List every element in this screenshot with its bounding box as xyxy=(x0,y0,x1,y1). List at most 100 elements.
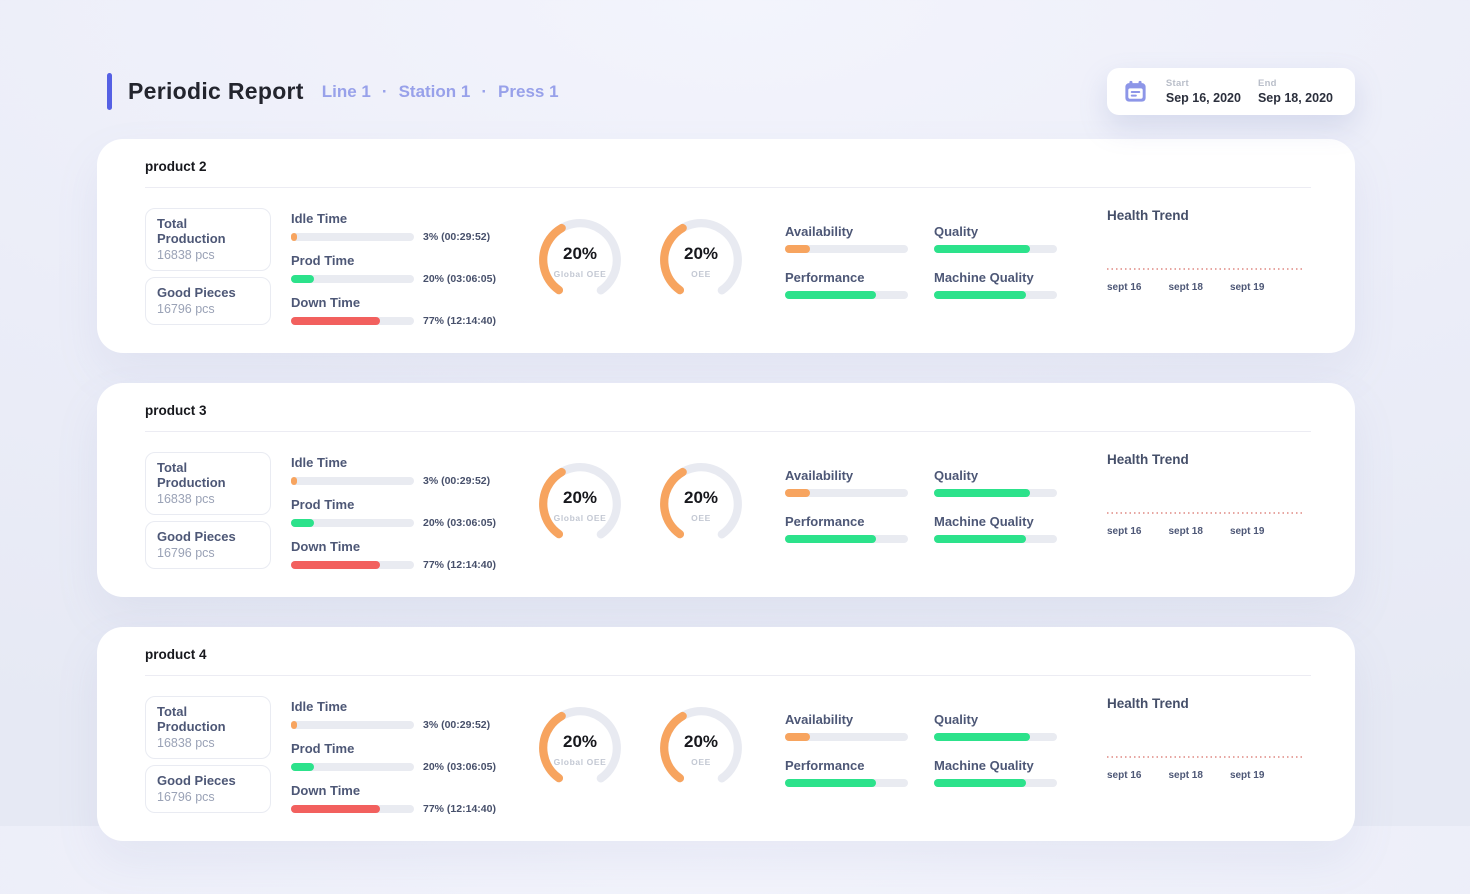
progress-bar-track xyxy=(291,805,414,813)
progress-bar-fill xyxy=(785,535,877,543)
date-start[interactable]: Start Sep 16, 2020 xyxy=(1166,78,1241,105)
gauge-ring-icon xyxy=(660,463,742,545)
progress-bar-track xyxy=(291,233,414,241)
progress-bar-fill xyxy=(291,233,298,241)
breadcrumb-separator: · xyxy=(381,81,388,101)
breadcrumb: Line 1 · Station 1 · Press 1 xyxy=(322,82,559,102)
progress-bar-track xyxy=(934,535,1057,543)
metric-label: Performance xyxy=(785,514,865,529)
performance-metric: Performance xyxy=(785,758,908,787)
metric-label: Machine Quality xyxy=(934,758,1034,773)
production-stats: Total Production 16838 pcs Good Pieces 1… xyxy=(145,452,271,575)
prod-time-row: Prod Time 20% (03:06:05) xyxy=(291,741,496,773)
progress-bar-fill xyxy=(291,519,315,527)
progress-bar-fill xyxy=(291,275,315,283)
metric-label: Quality xyxy=(934,468,979,483)
metric-label: Quality xyxy=(934,224,979,239)
machine-quality-metric: Machine Quality xyxy=(934,514,1057,543)
health-trend-dotted-line xyxy=(1107,268,1303,270)
breadcrumb-item-press[interactable]: Press 1 xyxy=(498,81,559,101)
gauge-ring-icon xyxy=(539,707,621,789)
health-trend: Health Trend sept 16 sept 18 sept 19 xyxy=(1107,208,1303,293)
breadcrumb-item-line[interactable]: Line 1 xyxy=(321,81,371,101)
time-bar-value: 77% (12:14:40) xyxy=(423,315,496,327)
breadcrumb-item-station[interactable]: Station 1 xyxy=(398,81,471,101)
quality-metric: Quality xyxy=(934,468,1057,497)
progress-bar-track xyxy=(785,489,908,497)
progress-bar-track xyxy=(934,733,1057,741)
gauge-ring-icon xyxy=(539,463,621,545)
oee-gauges: 20% Global OEE 20% OEE xyxy=(534,702,747,794)
metric-label: Performance xyxy=(785,758,865,773)
product-card-body: Total Production 16838 pcs Good Pieces 1… xyxy=(145,208,1311,331)
date-start-label: Start xyxy=(1165,78,1190,89)
gauge-value: 20% xyxy=(562,243,598,263)
time-bar-label: Idle Time xyxy=(291,699,348,714)
total-production-box: Total Production 16838 pcs xyxy=(145,696,271,759)
time-distribution: Idle Time 3% (00:29:52) Prod Time xyxy=(291,696,496,815)
health-trend-dotted-line xyxy=(1107,512,1303,514)
gauge-label: Global OEE xyxy=(553,512,607,523)
health-trend-dates: sept 16 sept 18 sept 19 xyxy=(1107,770,1303,781)
metric-label: Availability xyxy=(785,468,854,483)
oee-gauge: 20% OEE xyxy=(655,458,747,550)
gauge-value: 20% xyxy=(562,487,598,507)
performance-metric: Performance xyxy=(785,514,908,543)
stat-label: Good Pieces xyxy=(157,773,236,788)
calendar-icon xyxy=(1122,78,1149,105)
time-bar-value: 77% (12:14:40) xyxy=(423,803,496,815)
stat-value: 16838 pcs xyxy=(157,492,215,506)
quality-metrics: Availability Performance Quality xyxy=(785,208,1057,299)
total-production-box: Total Production 16838 pcs xyxy=(145,208,271,271)
global-oee-gauge: 20% Global OEE xyxy=(534,214,626,306)
stat-value: 16838 pcs xyxy=(157,736,215,750)
progress-bar-track xyxy=(291,763,414,771)
date-end-label: End xyxy=(1257,78,1277,89)
production-stats: Total Production 16838 pcs Good Pieces 1… xyxy=(145,696,271,819)
production-stats: Total Production 16838 pcs Good Pieces 1… xyxy=(145,208,271,331)
progress-bar-track xyxy=(785,779,908,787)
product-card-body: Total Production 16838 pcs Good Pieces 1… xyxy=(145,452,1311,575)
gauge-label: OEE xyxy=(691,756,711,767)
stat-value: 16796 pcs xyxy=(157,790,215,804)
progress-bar-track xyxy=(785,733,908,741)
time-bar-label: Idle Time xyxy=(291,455,348,470)
global-oee-gauge: 20% Global OEE xyxy=(534,702,626,794)
metric-label: Quality xyxy=(934,712,979,727)
time-bar-label: Down Time xyxy=(291,783,361,798)
progress-bar-fill xyxy=(291,561,380,569)
progress-bar-track xyxy=(785,535,908,543)
progress-bar-track xyxy=(785,291,908,299)
health-trend: Health Trend sept 16 sept 18 sept 19 xyxy=(1107,452,1303,537)
down-time-row: Down Time 77% (12:14:40) xyxy=(291,539,496,571)
trend-date: sept 18 xyxy=(1168,770,1203,781)
progress-bar-fill xyxy=(934,291,1027,299)
page-header: Periodic Report Line 1 · Station 1 · Pre… xyxy=(107,68,1355,115)
idle-time-row: Idle Time 3% (00:29:52) xyxy=(291,455,490,487)
trend-date: sept 16 xyxy=(1107,770,1142,781)
time-bar-value: 3% (00:29:52) xyxy=(423,719,491,731)
trend-date: sept 16 xyxy=(1107,526,1142,537)
date-end[interactable]: End Sep 18, 2020 xyxy=(1258,78,1333,105)
progress-bar-fill xyxy=(785,733,810,741)
page-title: Periodic Report xyxy=(128,78,304,104)
stat-value: 16796 pcs xyxy=(157,302,215,316)
time-bar-label: Prod Time xyxy=(291,253,355,268)
availability-metric: Availability xyxy=(785,712,908,741)
date-range-picker[interactable]: Start Sep 16, 2020 End Sep 18, 2020 xyxy=(1106,68,1355,115)
progress-bar-track xyxy=(291,477,414,485)
health-trend-title: Health Trend xyxy=(1107,208,1189,223)
progress-bar-fill xyxy=(785,779,877,787)
gauge-label: Global OEE xyxy=(553,756,607,767)
good-pieces-box: Good Pieces 16796 pcs xyxy=(145,765,271,813)
metric-label: Availability xyxy=(785,224,854,239)
good-pieces-box: Good Pieces 16796 pcs xyxy=(145,521,271,569)
breadcrumb-separator: · xyxy=(481,81,488,101)
progress-bar-track xyxy=(934,291,1057,299)
gauge-ring-icon xyxy=(539,219,621,301)
time-bar-value: 3% (00:29:52) xyxy=(423,231,491,243)
product-cards: product 2 Total Production 16838 pcs Goo… xyxy=(97,139,1355,841)
stat-label: Good Pieces xyxy=(157,529,236,544)
trend-date: sept 19 xyxy=(1229,282,1265,293)
progress-bar-track xyxy=(291,561,414,569)
